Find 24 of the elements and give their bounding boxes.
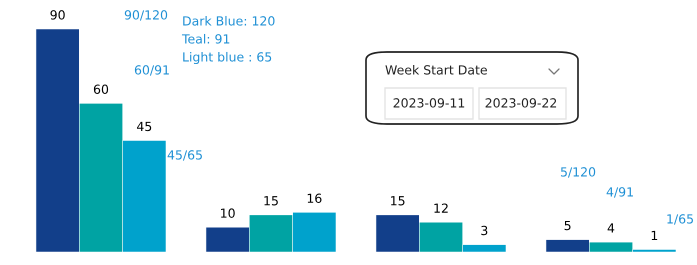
data-label: 5: [564, 220, 571, 230]
data-label: 1: [652, 230, 658, 240]
data-label: 4: [608, 223, 614, 233]
data-label: 3: [481, 226, 488, 236]
data-label: 60: [94, 84, 108, 94]
annotation: 1/65: [667, 214, 693, 225]
annotation: 2023-09-11: [394, 98, 464, 108]
data-label: 12: [434, 203, 448, 213]
text: Dark Blue: 120: [183, 16, 275, 26]
annotation: Light blue : 65: [183, 52, 272, 64]
annotation: Week Start Date: [385, 64, 487, 75]
data-label: 45: [136, 122, 152, 132]
annotation: 45/65: [168, 150, 202, 161]
data-label: 16: [308, 194, 322, 203]
annotation: 4/91: [606, 187, 633, 198]
data-label: 15: [391, 196, 404, 206]
annotation: 5/120: [560, 167, 596, 178]
annotation: 60/91: [134, 65, 169, 76]
annotation: 2023-09-22: [486, 98, 556, 108]
annotation: Teal: 91: [182, 34, 230, 44]
text: 90/120: [124, 10, 168, 21]
data-label: 10: [221, 208, 235, 218]
data-label: 90: [50, 10, 65, 20]
data-label: 15: [264, 196, 278, 206]
